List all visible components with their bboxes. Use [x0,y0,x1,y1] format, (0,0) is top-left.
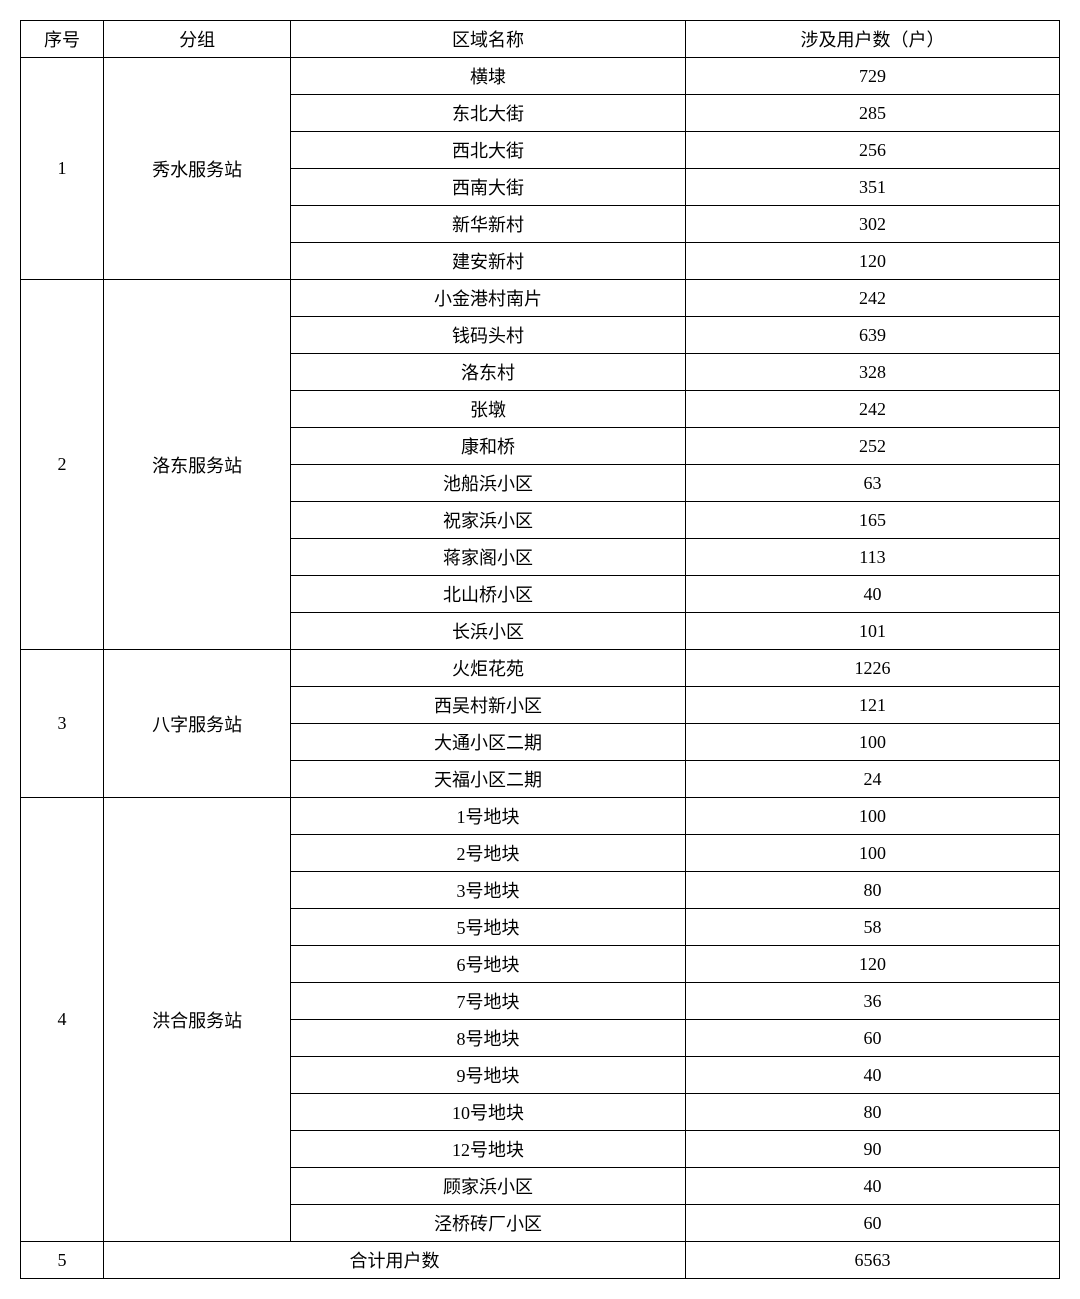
cell-users: 58 [685,909,1059,946]
cell-users: 100 [685,724,1059,761]
cell-area: 3号地块 [291,872,686,909]
cell-area: 新华新村 [291,206,686,243]
table-row: 2洛东服务站小金港村南片242 [21,280,1060,317]
cell-total-users: 6563 [685,1242,1059,1279]
cell-group: 洛东服务站 [104,280,291,650]
cell-group: 八字服务站 [104,650,291,798]
header-group: 分组 [104,21,291,58]
cell-users: 60 [685,1205,1059,1242]
cell-seq: 1 [21,58,104,280]
cell-users: 113 [685,539,1059,576]
cell-users: 1226 [685,650,1059,687]
header-area: 区域名称 [291,21,686,58]
cell-area: 康和桥 [291,428,686,465]
cell-users: 351 [685,169,1059,206]
header-users: 涉及用户数（户） [685,21,1059,58]
cell-users: 101 [685,613,1059,650]
cell-users: 80 [685,1094,1059,1131]
cell-users: 80 [685,872,1059,909]
cell-area: 泾桥砖厂小区 [291,1205,686,1242]
cell-area: 9号地块 [291,1057,686,1094]
cell-users: 24 [685,761,1059,798]
cell-group: 秀水服务站 [104,58,291,280]
cell-area: 张墩 [291,391,686,428]
cell-area: 8号地块 [291,1020,686,1057]
cell-area: 小金港村南片 [291,280,686,317]
cell-area: 顾家浜小区 [291,1168,686,1205]
cell-group: 洪合服务站 [104,798,291,1242]
user-area-table: 序号 分组 区域名称 涉及用户数（户） 1秀水服务站横埭729东北大街285西北… [20,20,1060,1279]
cell-area: 2号地块 [291,835,686,872]
cell-users: 90 [685,1131,1059,1168]
table-row: 3八字服务站火炬花苑1226 [21,650,1060,687]
cell-users: 242 [685,391,1059,428]
cell-users: 100 [685,798,1059,835]
cell-area: 建安新村 [291,243,686,280]
cell-seq: 3 [21,650,104,798]
cell-users: 40 [685,1168,1059,1205]
cell-users: 252 [685,428,1059,465]
cell-users: 120 [685,946,1059,983]
cell-users: 40 [685,576,1059,613]
table-row: 1秀水服务站横埭729 [21,58,1060,95]
cell-users: 639 [685,317,1059,354]
cell-users: 242 [685,280,1059,317]
cell-area: 西南大街 [291,169,686,206]
header-seq: 序号 [21,21,104,58]
table-row: 4洪合服务站1号地块100 [21,798,1060,835]
cell-users: 63 [685,465,1059,502]
cell-users: 100 [685,835,1059,872]
cell-area: 大通小区二期 [291,724,686,761]
cell-users: 36 [685,983,1059,1020]
cell-area: 西北大街 [291,132,686,169]
cell-users: 285 [685,95,1059,132]
cell-area: 东北大街 [291,95,686,132]
cell-area: 6号地块 [291,946,686,983]
cell-area: 祝家浜小区 [291,502,686,539]
cell-area: 天福小区二期 [291,761,686,798]
cell-area: 横埭 [291,58,686,95]
cell-seq: 2 [21,280,104,650]
cell-users: 40 [685,1057,1059,1094]
cell-users: 729 [685,58,1059,95]
cell-area: 火炬花苑 [291,650,686,687]
cell-area: 池船浜小区 [291,465,686,502]
cell-area: 长浜小区 [291,613,686,650]
cell-total-seq: 5 [21,1242,104,1279]
cell-users: 256 [685,132,1059,169]
cell-area: 5号地块 [291,909,686,946]
cell-users: 121 [685,687,1059,724]
cell-area: 10号地块 [291,1094,686,1131]
cell-area: 洛东村 [291,354,686,391]
cell-area: 西吴村新小区 [291,687,686,724]
cell-area: 7号地块 [291,983,686,1020]
cell-users: 328 [685,354,1059,391]
cell-area: 1号地块 [291,798,686,835]
cell-users: 120 [685,243,1059,280]
table-total-row: 5合计用户数6563 [21,1242,1060,1279]
cell-seq: 4 [21,798,104,1242]
cell-area: 北山桥小区 [291,576,686,613]
cell-users: 302 [685,206,1059,243]
cell-area: 12号地块 [291,1131,686,1168]
cell-area: 蒋家阁小区 [291,539,686,576]
cell-area: 钱码头村 [291,317,686,354]
table-body: 1秀水服务站横埭729东北大街285西北大街256西南大街351新华新村302建… [21,58,1060,1279]
cell-total-label: 合计用户数 [104,1242,686,1279]
cell-users: 165 [685,502,1059,539]
cell-users: 60 [685,1020,1059,1057]
table-header-row: 序号 分组 区域名称 涉及用户数（户） [21,21,1060,58]
